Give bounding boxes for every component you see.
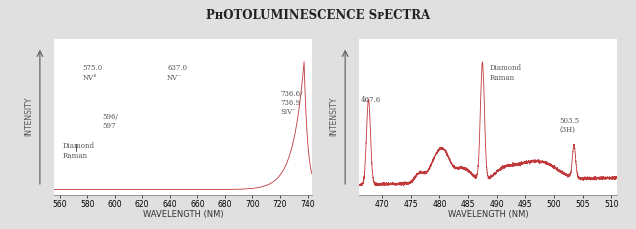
- X-axis label: WAVELENGTH (NM): WAVELENGTH (NM): [448, 210, 529, 219]
- Text: INTENSITY: INTENSITY: [329, 97, 338, 136]
- Text: 736.6/
736.9
SiV⁻: 736.6/ 736.9 SiV⁻: [280, 90, 303, 116]
- Text: PʜOTOLUMINESCENCE SᴘECTRA: PʜOTOLUMINESCENCE SᴘECTRA: [206, 9, 430, 22]
- Text: 596/
597: 596/ 597: [102, 113, 118, 130]
- Text: 637.0
NV⁻: 637.0 NV⁻: [167, 64, 187, 82]
- Text: 467.6: 467.6: [361, 96, 381, 104]
- Text: Diamond
Raman: Diamond Raman: [63, 142, 95, 160]
- Text: 575.0
NV°: 575.0 NV°: [82, 64, 102, 82]
- Text: Diamond
Raman: Diamond Raman: [490, 64, 522, 82]
- Text: INTENSITY: INTENSITY: [24, 97, 33, 136]
- X-axis label: WAVELENGTH (NM): WAVELENGTH (NM): [142, 210, 223, 219]
- Text: 503.5
(3H): 503.5 (3H): [560, 117, 580, 134]
